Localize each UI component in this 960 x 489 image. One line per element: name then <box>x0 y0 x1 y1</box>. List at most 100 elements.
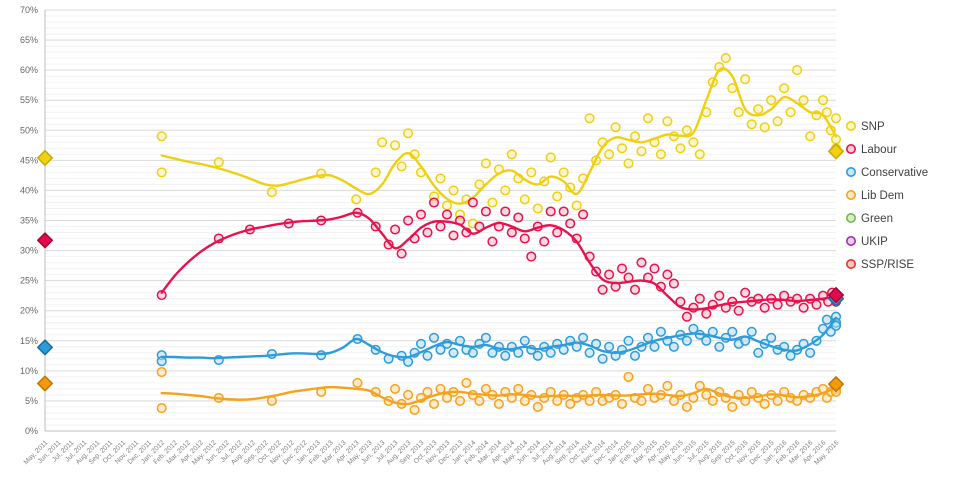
conservative-poll-point <box>435 344 446 355</box>
labour-poll-point <box>500 206 511 217</box>
conservative-poll-point <box>746 326 757 337</box>
conservative-poll-point <box>821 314 832 325</box>
conservative-poll-point <box>629 350 641 361</box>
snp-poll-point <box>545 152 556 163</box>
lib-dem-poll-point <box>519 395 530 406</box>
y-tick-label: 70% <box>20 5 38 15</box>
labour-poll-point <box>701 308 712 319</box>
conservative-poll-point <box>714 341 725 352</box>
snp-poll-point <box>753 104 764 115</box>
snp-poll-point <box>830 113 842 124</box>
labour-poll-point <box>681 311 692 322</box>
conservative-poll-point <box>422 350 433 361</box>
snp-poll-point <box>156 167 167 178</box>
snp-poll-point <box>370 167 381 178</box>
snp-poll-point <box>798 95 809 106</box>
labour-poll-point <box>688 302 699 313</box>
snp-poll-point <box>403 128 414 139</box>
conservative-poll-point <box>727 326 738 337</box>
conservative-poll-point <box>753 347 764 358</box>
snp-poll-point <box>441 200 453 211</box>
labour-poll-point <box>545 206 556 217</box>
snp-2016-result-diamond <box>828 143 844 160</box>
legend-item-ukip: UKIP <box>845 236 888 248</box>
series-snp-polls <box>156 53 842 229</box>
conservative-poll-point <box>558 344 569 355</box>
snp-poll-point <box>772 116 783 127</box>
legend-label-lib-dem: Lib Dem <box>861 190 904 202</box>
snp-poll-point <box>526 167 537 178</box>
snp-poll-point <box>817 95 829 106</box>
legend-marker-ukip <box>845 236 856 247</box>
labour-2011-result-diamond <box>37 232 53 249</box>
lib-dem-poll-point <box>403 389 414 400</box>
legend-label-green: Green <box>861 213 893 225</box>
lib-dem-poll-point <box>636 395 647 406</box>
labour-poll-point <box>662 269 673 280</box>
labour-poll-point <box>487 236 498 247</box>
legend-item-green: Green <box>845 213 893 225</box>
snp-poll-point <box>675 143 686 154</box>
snp-poll-point <box>629 131 641 142</box>
snp-poll-point <box>688 137 699 148</box>
snp-poll-point <box>759 122 770 133</box>
snp-poll-point <box>487 197 498 208</box>
labour-poll-point <box>811 299 822 310</box>
legend-marker-conservative <box>845 167 856 178</box>
conservative-poll-point <box>766 332 777 343</box>
snp-poll-point <box>623 158 634 169</box>
lib-dem-poll-point <box>662 380 673 391</box>
conservative-poll-point <box>681 335 692 346</box>
conservative-poll-point <box>532 350 543 361</box>
conservative-poll-point <box>604 341 615 352</box>
snp-poll-point <box>792 65 803 76</box>
lib-dem-poll-point <box>642 383 654 394</box>
lib-dem-poll-point <box>461 377 472 388</box>
labour-poll-point <box>798 302 809 313</box>
legend: SNP Labour Conservative Lib Dem Green UKIP SSP… <box>845 121 928 271</box>
lib-dem-poll-point <box>746 386 757 397</box>
y-tick-label: 40% <box>20 185 38 195</box>
legend-label-labour: Labour <box>861 144 897 156</box>
legend-marker-green <box>845 213 856 224</box>
labour-poll-point <box>428 197 440 208</box>
labour-poll-point <box>636 257 647 268</box>
lib-dem-poll-point <box>565 398 576 409</box>
snp-poll-point <box>805 131 816 142</box>
y-tick-label: 50% <box>20 125 38 135</box>
lib-dem-poll-point <box>480 383 491 394</box>
labour-poll-point <box>403 215 414 226</box>
conservative-poll-point <box>316 350 327 361</box>
series-snp-trend-line <box>160 67 838 205</box>
labour-poll-point <box>422 227 433 238</box>
snp-poll-point <box>571 200 582 211</box>
snp-poll-point <box>519 194 530 205</box>
conservative-poll-point <box>623 335 634 346</box>
lib-dem-poll-point <box>532 401 543 412</box>
snp-poll-point <box>390 140 401 151</box>
lib-dem-poll-point <box>156 367 167 378</box>
labour-poll-point <box>552 227 563 238</box>
labour-poll-point <box>629 284 641 295</box>
labour-poll-point <box>480 206 491 217</box>
conservative-poll-point <box>441 338 453 349</box>
snp-poll-point <box>662 116 673 127</box>
conservative-poll-point <box>701 335 712 346</box>
snp-2011-result-diamond <box>37 149 53 166</box>
lib-dem-poll-point <box>772 395 783 406</box>
snp-poll-point <box>474 179 485 190</box>
snp-poll-point <box>604 149 615 160</box>
lib-dem-poll-point <box>584 395 595 406</box>
legend-label-ssp-rise: SSP/RISE <box>861 259 914 271</box>
labour-poll-point <box>740 287 751 298</box>
conservative-poll-point <box>428 332 440 343</box>
lib-dem-poll-point <box>616 398 628 409</box>
y-tick-label: 10% <box>20 366 38 376</box>
lib-dem-poll-point <box>390 383 401 394</box>
labour-poll-point <box>526 251 537 262</box>
conservative-poll-point <box>500 350 511 361</box>
snp-poll-point <box>681 125 692 136</box>
